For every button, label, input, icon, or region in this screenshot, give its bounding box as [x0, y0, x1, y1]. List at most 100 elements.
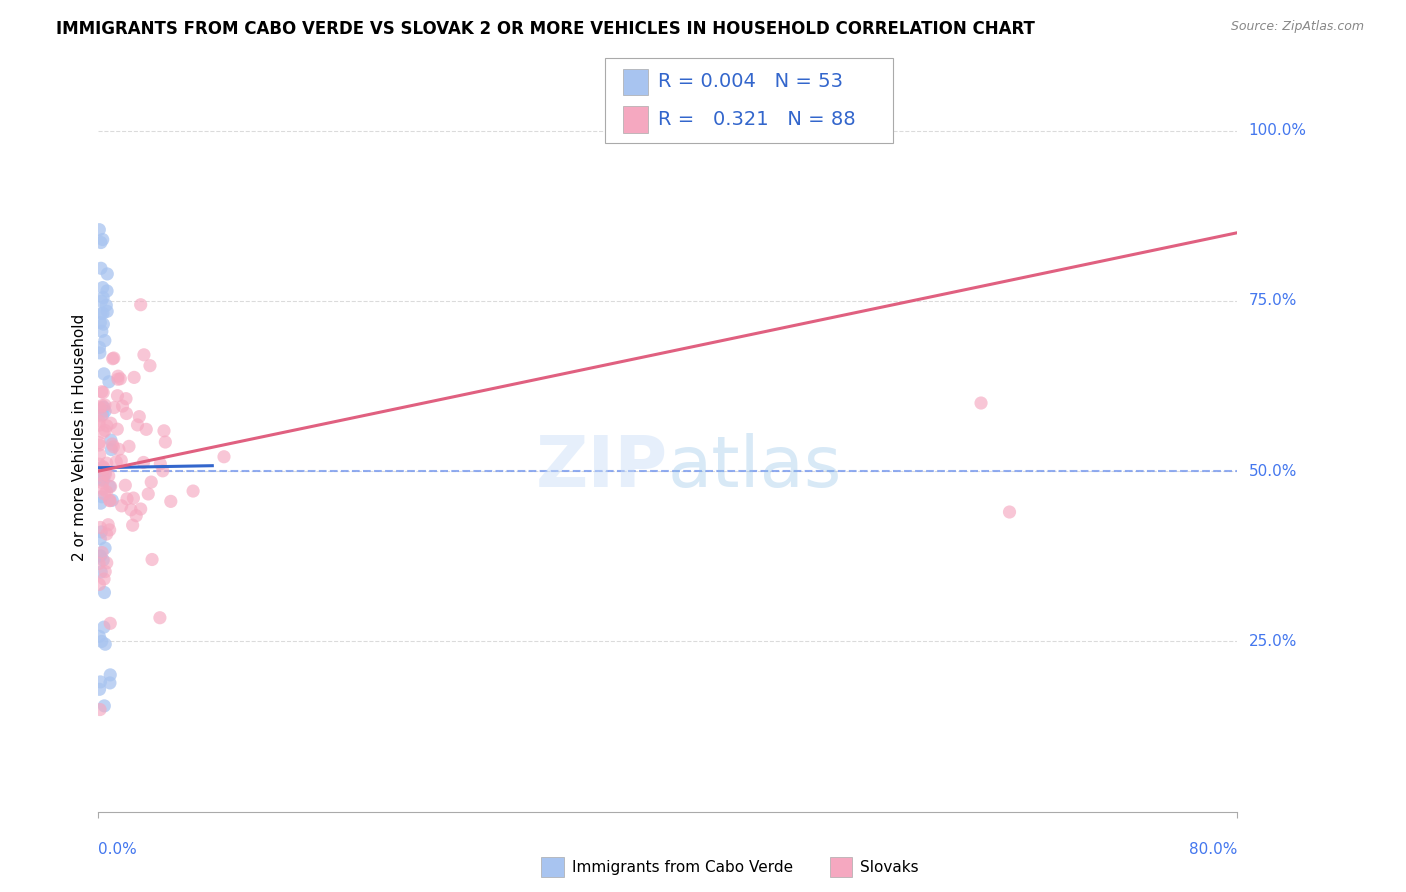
Point: [107, 372, 129, 386]
Text: 25.0%: 25.0%: [1249, 634, 1296, 648]
Point: [91, 425, 114, 440]
Point: [153, 424, 176, 438]
Point: [90, 384, 112, 399]
Point: [149, 611, 172, 625]
Text: R =   0.321   N = 88: R = 0.321 N = 88: [658, 111, 856, 129]
Point: [96, 298, 118, 312]
Y-axis label: 2 or more Vehicles in Household: 2 or more Vehicles in Household: [72, 313, 87, 561]
Point: [94, 541, 117, 555]
Point: [93, 461, 115, 475]
Point: [96, 527, 118, 541]
Point: [100, 416, 122, 430]
Point: [115, 407, 138, 421]
Point: [94, 334, 117, 348]
Point: [98, 493, 121, 508]
Point: [89, 414, 111, 428]
Point: [96, 267, 118, 281]
Point: [91, 385, 114, 400]
Point: [89, 457, 111, 471]
Point: [149, 457, 172, 471]
Point: [90, 261, 112, 276]
Point: [91, 291, 114, 305]
Point: [970, 396, 993, 410]
Point: [93, 472, 115, 486]
Point: [89, 418, 111, 433]
Point: [998, 505, 1021, 519]
Point: [141, 475, 163, 489]
Point: [90, 461, 112, 475]
Text: 0.0%: 0.0%: [98, 842, 138, 857]
Point: [91, 408, 114, 422]
Point: [98, 668, 121, 682]
Point: [90, 490, 112, 504]
Point: [91, 482, 114, 496]
Point: [89, 532, 111, 546]
Point: [107, 389, 129, 403]
Point: [89, 702, 111, 716]
Point: [93, 401, 115, 415]
Point: [107, 369, 129, 384]
Text: atlas: atlas: [668, 433, 842, 501]
Point: [100, 442, 122, 457]
Point: [89, 316, 111, 330]
Point: [120, 503, 142, 517]
Point: [89, 629, 111, 643]
Point: [105, 455, 128, 469]
Point: [90, 467, 112, 482]
Text: ZIP: ZIP: [536, 433, 668, 501]
Point: [97, 375, 120, 389]
Point: [101, 493, 124, 508]
Point: [141, 552, 163, 566]
Point: [94, 637, 117, 651]
Point: [121, 518, 143, 533]
Point: [96, 484, 118, 499]
Point: [94, 398, 117, 412]
Point: [91, 475, 114, 490]
Point: [89, 435, 111, 450]
Point: [89, 557, 111, 571]
Point: [96, 556, 118, 570]
Point: [136, 487, 159, 501]
Point: [89, 401, 111, 415]
Point: [98, 493, 121, 508]
Point: [122, 491, 145, 505]
Point: [101, 437, 124, 451]
Point: [93, 620, 115, 634]
Point: [91, 306, 114, 320]
Point: [132, 348, 155, 362]
Point: [103, 440, 125, 454]
Point: [114, 478, 136, 492]
Point: [135, 422, 157, 436]
Point: [139, 359, 162, 373]
Point: [89, 448, 111, 462]
Point: [90, 565, 112, 579]
Point: [94, 424, 117, 438]
Point: [94, 404, 117, 418]
Point: [90, 524, 112, 539]
Point: [89, 346, 111, 360]
Point: [91, 280, 114, 294]
Point: [132, 455, 155, 469]
Point: [122, 370, 145, 384]
Point: [90, 409, 112, 423]
Point: [90, 235, 112, 250]
Point: [103, 351, 125, 365]
Point: [91, 233, 114, 247]
Point: [89, 520, 111, 534]
Point: [97, 517, 120, 532]
Point: [89, 674, 111, 689]
Point: [93, 317, 115, 331]
Point: [90, 496, 112, 510]
Point: [91, 469, 114, 483]
Point: [110, 453, 132, 467]
Point: [98, 616, 121, 631]
Point: [94, 466, 117, 480]
Point: [96, 418, 118, 433]
Point: [129, 502, 152, 516]
Point: [89, 577, 111, 591]
Point: [152, 464, 174, 478]
Point: [181, 484, 204, 499]
Text: 80.0%: 80.0%: [1189, 842, 1237, 857]
Point: [94, 467, 117, 482]
Point: [128, 409, 150, 424]
